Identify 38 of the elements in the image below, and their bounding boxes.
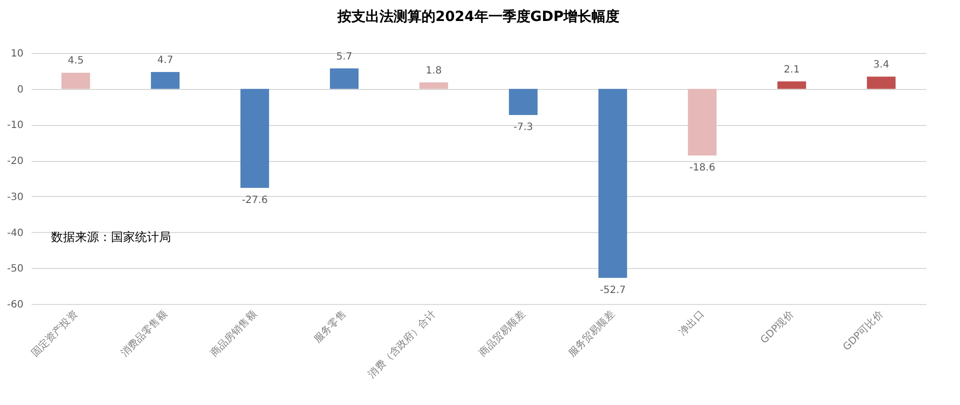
y-tick-label: 0 (17, 84, 24, 96)
y-tick-label: -10 (7, 120, 24, 132)
data-label: 1.8 (426, 65, 442, 76)
data-label: -18.6 (689, 162, 716, 174)
data-label: -27.6 (242, 194, 268, 206)
annotation: 数据来源：国家统计局 (51, 230, 171, 244)
x-tick-label: 固定资产投资 (29, 308, 80, 360)
x-tick-label: 净出口 (676, 308, 706, 338)
chart-title: 按支出法测算的2024年一季度GDP增长幅度 (336, 8, 620, 25)
bar (777, 81, 806, 89)
x-tick-label: 商品房销售额 (208, 308, 259, 360)
bar (508, 88, 538, 116)
data-label: -52.7 (600, 284, 626, 296)
bar (330, 68, 359, 89)
data-label: 5.7 (336, 51, 352, 62)
y-tick-label: -40 (7, 228, 24, 239)
x-tick-label: 服务零售 (312, 308, 348, 346)
x-tick-label: 消费（含政府）合计 (366, 308, 438, 380)
y-tick-label: -20 (7, 156, 24, 168)
x-tick-label: 消费品零售额 (118, 308, 170, 360)
bar (598, 88, 628, 278)
bar (688, 88, 717, 156)
y-tick-label: -50 (7, 264, 24, 275)
data-label: 4.7 (157, 55, 174, 66)
bar (240, 88, 270, 188)
bar (61, 72, 90, 89)
data-label: -7.3 (513, 122, 534, 134)
x-tick-label: 服务贸易顺差 (566, 308, 617, 360)
y-tick-label: -60 (7, 300, 24, 310)
data-label: 3.4 (873, 60, 890, 71)
y-tick-label: -30 (7, 192, 24, 203)
bar (419, 82, 448, 89)
x-tick-label: 商品贸易顺差 (476, 308, 528, 360)
bar (866, 76, 896, 89)
y-tick-label: 10 (10, 48, 24, 60)
data-label: 4.5 (68, 56, 84, 67)
bar (150, 72, 180, 89)
data-label: 2.1 (784, 64, 800, 76)
